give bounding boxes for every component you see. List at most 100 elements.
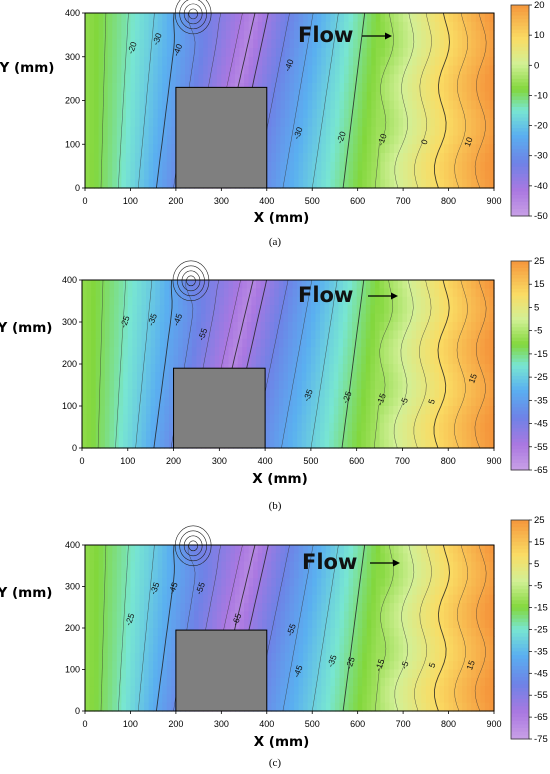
field-cell xyxy=(148,144,154,154)
field-cell xyxy=(134,686,141,695)
field-cell xyxy=(347,389,353,399)
field-cell xyxy=(201,313,207,323)
field-cell xyxy=(430,118,436,128)
field-cell xyxy=(148,669,154,679)
field-cell xyxy=(325,170,331,180)
field-cell xyxy=(141,364,147,373)
field-cell xyxy=(262,569,268,579)
colorbar-band xyxy=(511,82,529,87)
field-cell xyxy=(420,372,426,382)
field-cell xyxy=(425,170,431,180)
field-cell xyxy=(393,380,399,390)
field-cell xyxy=(448,431,454,441)
field-cell xyxy=(265,406,271,415)
field-cell xyxy=(266,144,272,154)
field-cell xyxy=(123,280,129,289)
field-cell xyxy=(157,586,163,596)
field-cell xyxy=(207,545,213,554)
colorbar-band xyxy=(511,264,529,269)
field-cell xyxy=(244,545,250,554)
field-cell xyxy=(114,364,120,373)
field-cell xyxy=(180,603,186,612)
field-cell xyxy=(221,553,227,563)
field-cell xyxy=(271,126,277,137)
field-cell xyxy=(407,135,413,145)
contour-line xyxy=(433,279,450,449)
field-cell xyxy=(330,30,336,40)
field-cell xyxy=(416,126,422,137)
field-cell xyxy=(301,288,307,298)
field-cell xyxy=(407,372,413,382)
field-cell xyxy=(121,702,127,712)
colorbar-tick-label: 5 xyxy=(534,302,539,313)
colorbar-tick-label: -25 xyxy=(534,372,548,383)
field-cell xyxy=(288,280,294,289)
field-cell xyxy=(162,619,168,629)
field-cell xyxy=(466,406,472,415)
field-cell xyxy=(210,338,216,348)
field-cell xyxy=(153,603,159,612)
colorbar-band xyxy=(511,152,529,157)
field-cell xyxy=(393,414,399,424)
field-cell xyxy=(159,389,165,399)
field-cell xyxy=(380,30,386,40)
field-cell xyxy=(370,355,376,365)
field-cell xyxy=(280,100,286,110)
field-cell xyxy=(136,439,143,449)
field-cell xyxy=(475,406,481,415)
field-cell xyxy=(178,347,184,357)
field-cell xyxy=(371,13,377,23)
field-cell xyxy=(425,330,431,340)
field-cell xyxy=(344,74,350,84)
field-cell xyxy=(471,431,477,441)
field-cell xyxy=(157,644,163,654)
field-cell xyxy=(325,126,331,137)
field-cell xyxy=(475,153,481,163)
field-cell xyxy=(94,91,100,102)
field-cell xyxy=(118,355,124,365)
field-cell xyxy=(379,380,385,390)
field-cell xyxy=(425,313,431,323)
field-cell xyxy=(412,135,418,145)
field-cell xyxy=(103,628,109,637)
field-cell xyxy=(237,338,243,348)
colorbar-tick-label: 20 xyxy=(534,0,545,11)
field-cell xyxy=(489,431,495,441)
field-cell xyxy=(118,330,124,340)
field-cell xyxy=(109,372,115,382)
field-cell xyxy=(116,652,122,662)
field-cell xyxy=(338,288,344,298)
field-cell xyxy=(228,330,234,340)
field-cell xyxy=(389,74,395,84)
field-cell xyxy=(330,578,336,588)
field-cell xyxy=(216,48,222,58)
field-cell xyxy=(457,100,463,110)
field-cell xyxy=(144,126,150,137)
field-cell xyxy=(187,288,193,298)
field-cell xyxy=(207,65,213,75)
field-cell xyxy=(316,74,322,84)
field-cell xyxy=(434,380,440,390)
field-cell xyxy=(294,603,300,612)
field-cell xyxy=(130,74,136,84)
field-cell xyxy=(121,636,127,646)
field-cell xyxy=(121,153,127,163)
field-cell xyxy=(280,74,286,84)
field-cell xyxy=(321,619,327,629)
field-cell xyxy=(298,669,304,679)
field-cell xyxy=(146,364,152,373)
field-cell xyxy=(402,288,408,298)
field-cell xyxy=(171,603,177,612)
colorbar-band xyxy=(511,163,529,168)
field-cell xyxy=(189,569,195,579)
field-cell xyxy=(157,100,163,110)
field-cell xyxy=(255,347,262,357)
field-cell xyxy=(284,545,291,554)
field-cell xyxy=(94,13,100,23)
y-tick-label: 0 xyxy=(72,443,77,453)
colorbar-band xyxy=(511,61,529,66)
field-cell xyxy=(484,406,491,415)
field-cell xyxy=(480,74,486,84)
field-cell xyxy=(89,603,95,612)
field-cell xyxy=(312,179,318,189)
